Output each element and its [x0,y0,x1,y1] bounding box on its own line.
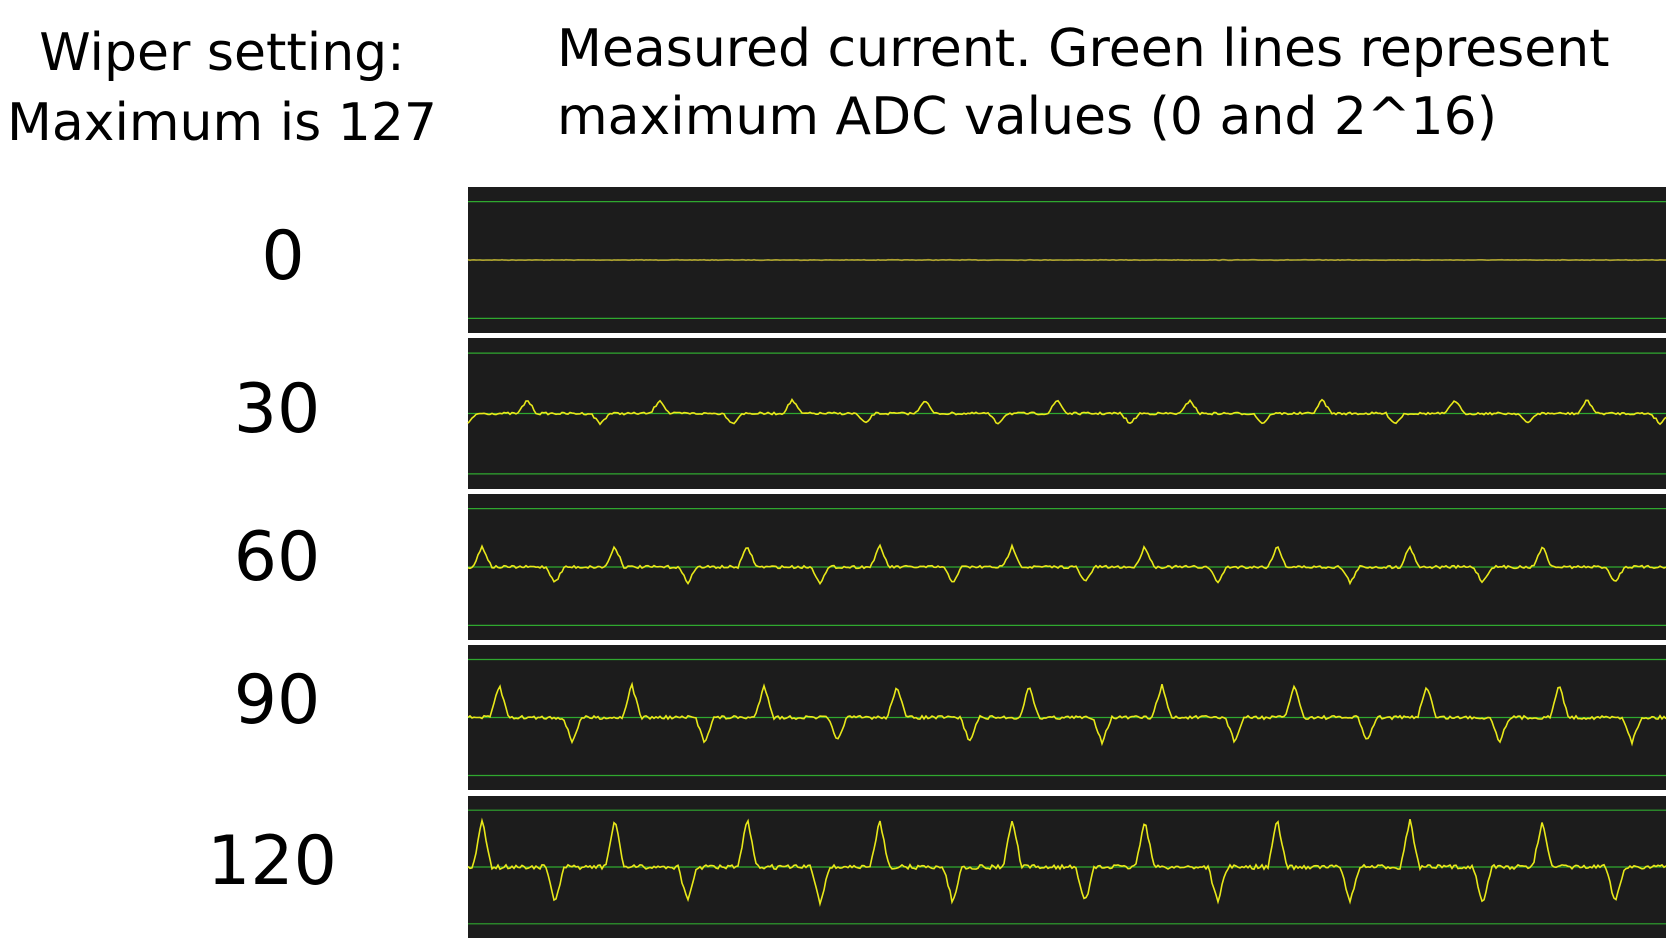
current-trace [467,398,1667,426]
current-trace [467,258,1667,262]
right-header-line: Measured current. Green lines represent [557,19,1610,79]
row-label: 120 [207,822,337,901]
left-header-line: Wiper setting: [39,23,404,83]
row-label: 60 [234,518,321,597]
current-trace [467,817,1667,907]
right-header-line: maximum ADC values (0 and 2^16) [557,87,1497,147]
left-header-line: Maximum is 127 [7,93,437,153]
current-trace [467,681,1667,747]
current-trace [467,543,1667,586]
row-label: 0 [261,217,304,296]
row-label: 30 [234,370,321,449]
row-label: 90 [234,661,321,740]
